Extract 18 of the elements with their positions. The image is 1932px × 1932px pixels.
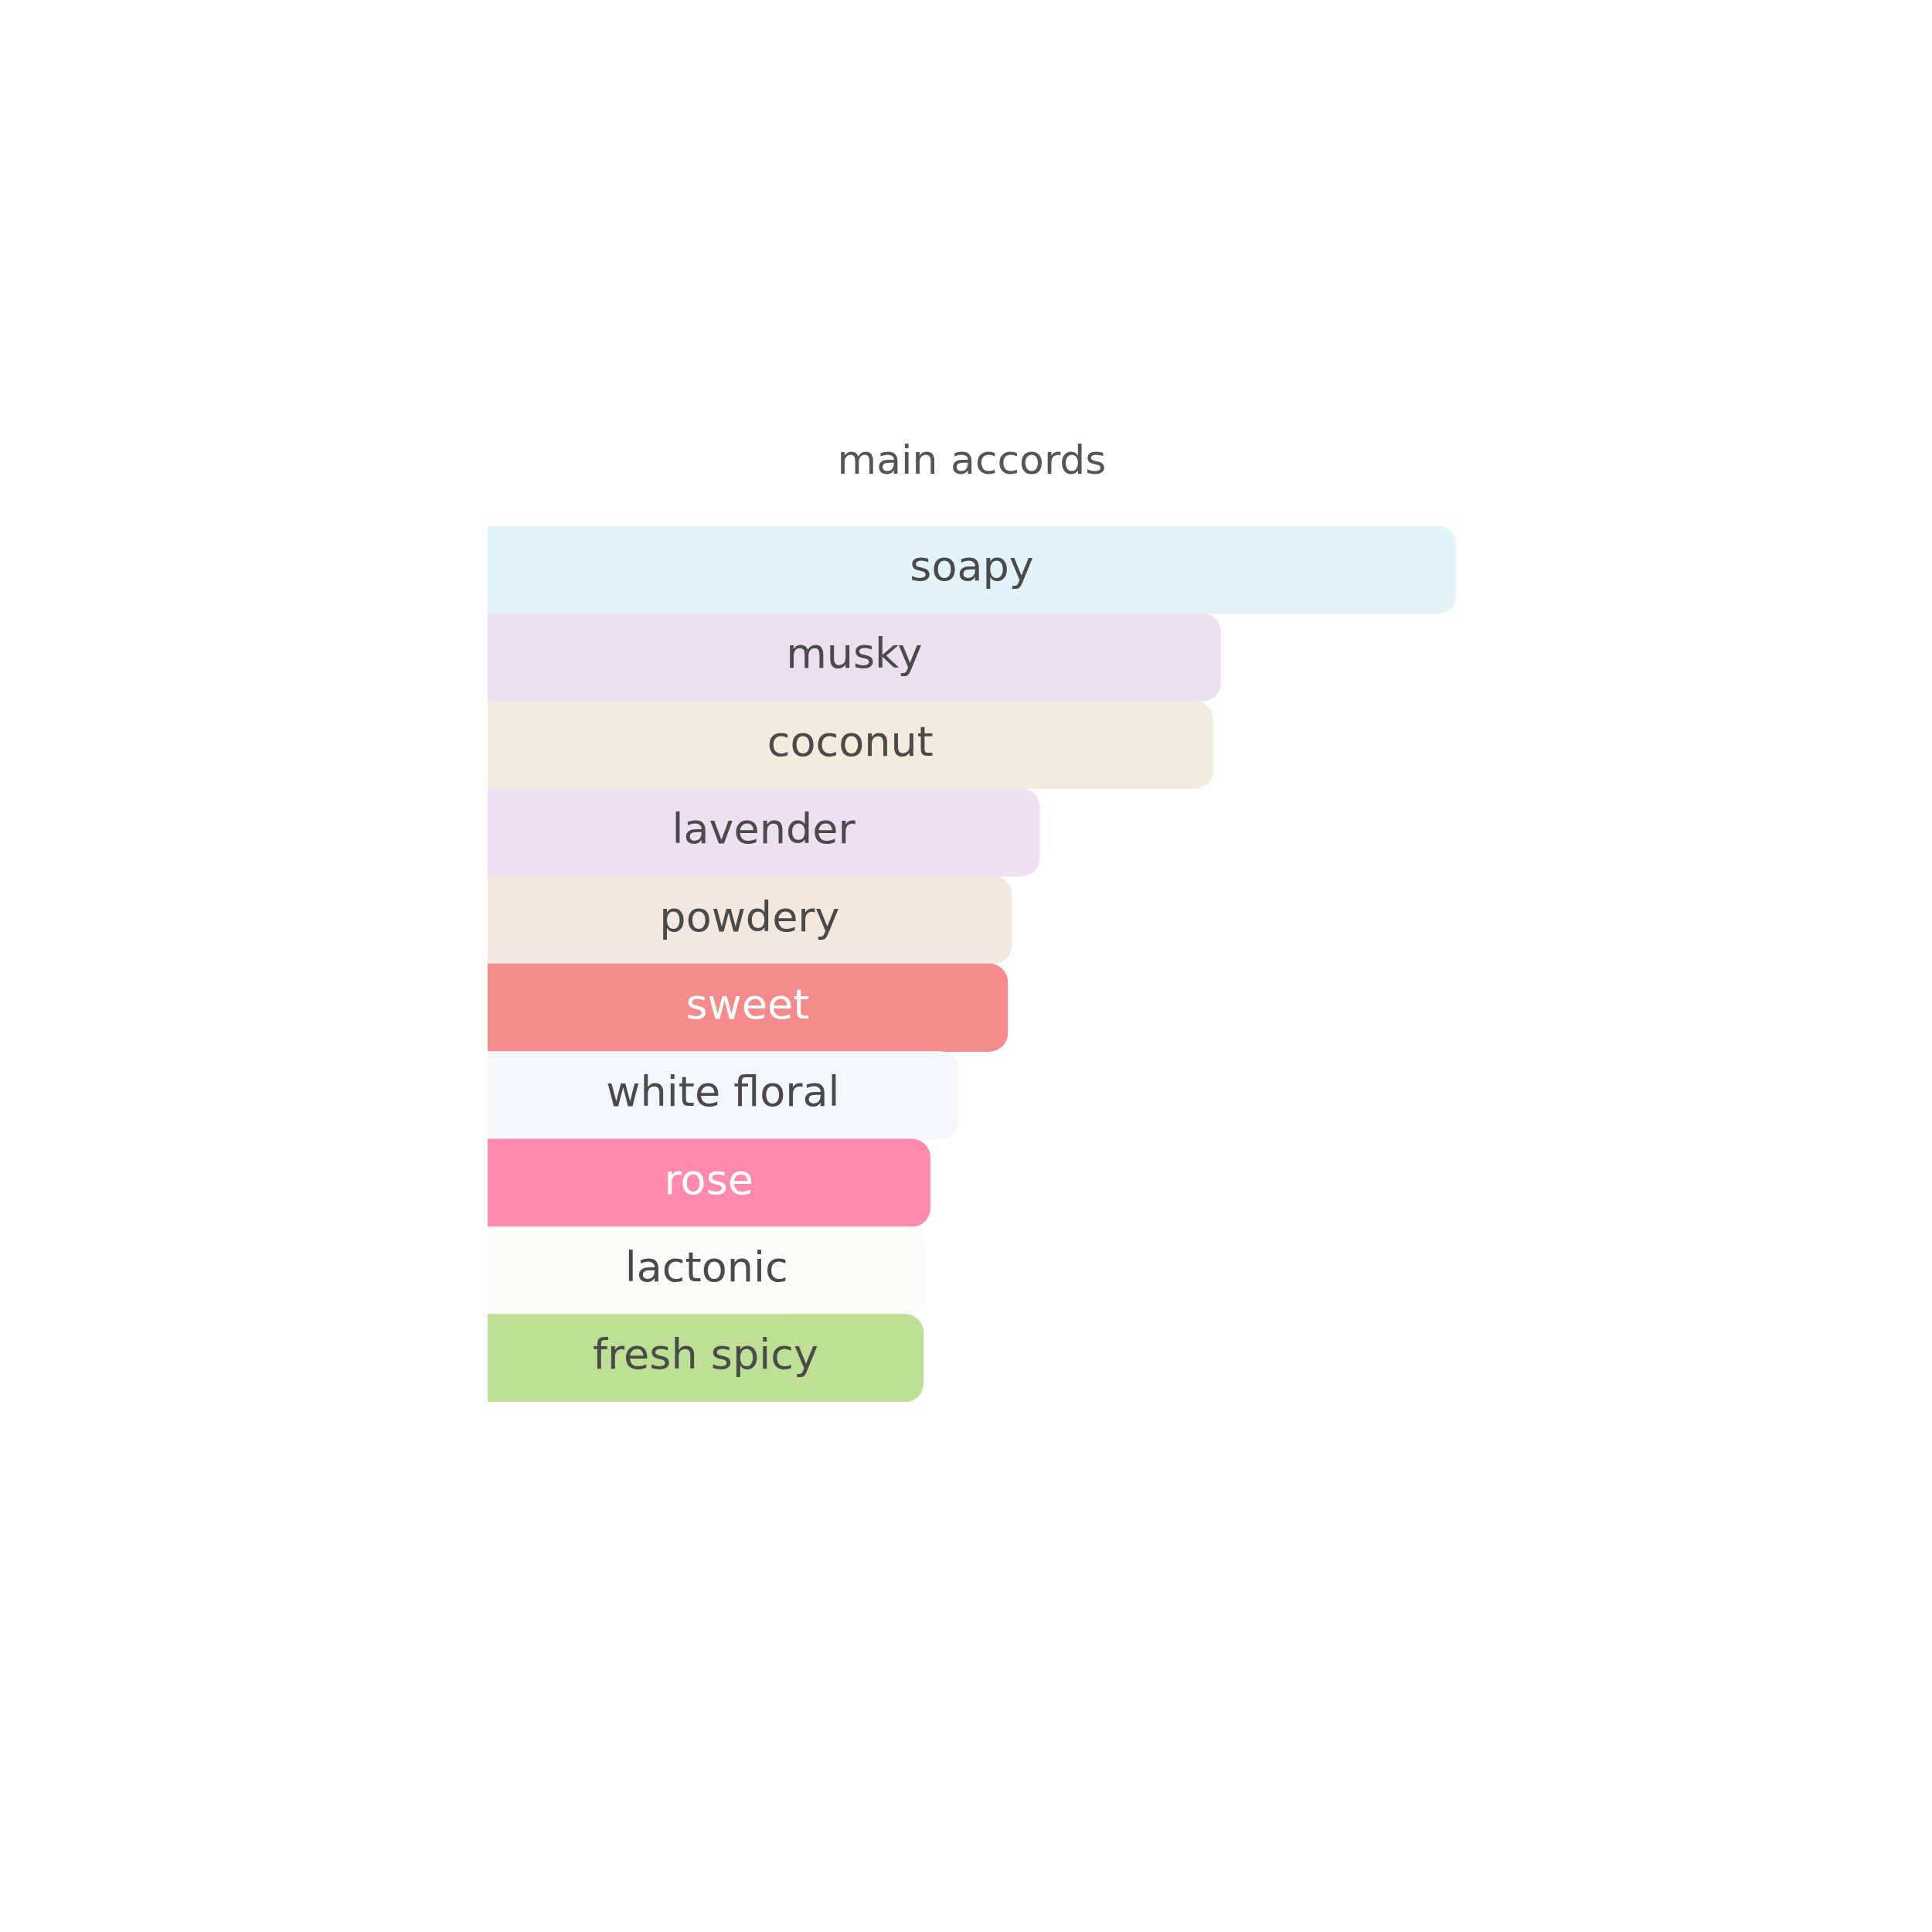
bar	[488, 526, 1456, 614]
y-tick-label: coconut	[767, 716, 934, 766]
y-tick-label: soapy	[910, 542, 1034, 591]
y-tick-label: musky	[786, 629, 923, 679]
y-tick-label: powdery	[659, 892, 840, 941]
y-tick-label: lavender	[672, 804, 856, 854]
chart-title: main accords	[837, 436, 1107, 483]
bar	[488, 613, 1221, 702]
y-tick-label: white floral	[606, 1067, 840, 1117]
bar	[488, 963, 1009, 1052]
y-tick-label: lactonic	[624, 1242, 788, 1291]
bar	[488, 1051, 959, 1140]
y-tick-label: fresh spicy	[593, 1330, 818, 1379]
bar	[488, 788, 1040, 877]
y-tick-label: rose	[664, 1155, 754, 1204]
bar	[488, 876, 1012, 964]
y-tick-label: sweet	[685, 979, 810, 1029]
bar	[488, 700, 1213, 789]
